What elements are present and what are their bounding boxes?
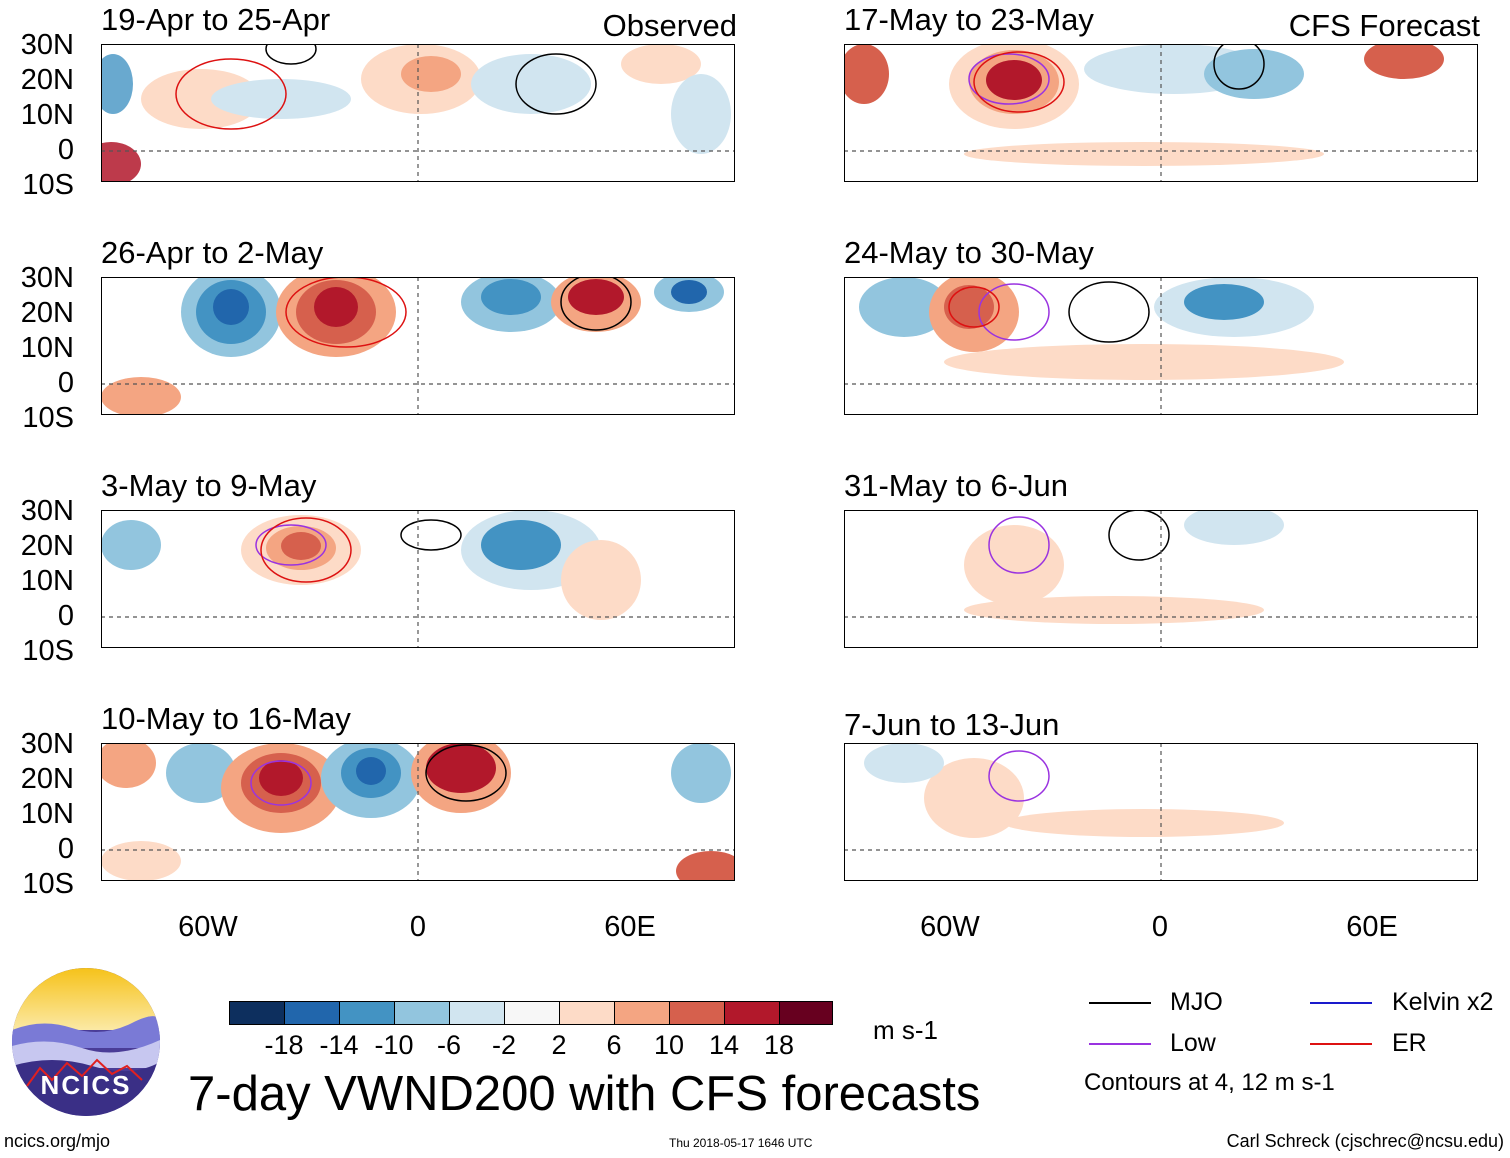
map-panel-6 <box>844 277 1478 415</box>
colorbar-label: -10 <box>374 1030 414 1060</box>
lat-label: 10N <box>20 99 74 131</box>
lat-label: 10N <box>20 332 74 364</box>
footer-url[interactable]: ncics.org/mjo <box>4 1131 111 1151</box>
lat-label: 30N <box>20 262 74 294</box>
colorbar-swatch <box>339 1001 395 1025</box>
legend-line-low <box>1089 1043 1151 1045</box>
panel-title-6: 24-May to 30-May <box>844 235 1094 270</box>
lon-label: 60W <box>920 911 980 943</box>
lat-label: 0 <box>57 134 74 166</box>
legend-line-kelvin <box>1310 1002 1372 1004</box>
panel-title-4: 10-May to 16-May <box>101 701 351 736</box>
colorbar-label: 2 <box>551 1030 567 1060</box>
map-panel-3 <box>101 510 735 648</box>
panel-title-2: 26-Apr to 2-May <box>101 235 324 270</box>
lat-label: 30N <box>20 29 74 61</box>
forecast-label: CFS Forecast <box>1288 8 1480 43</box>
colorbar-label: 14 <box>708 1030 740 1060</box>
colorbar-swatch <box>724 1001 780 1025</box>
colorbar-swatch <box>229 1001 285 1025</box>
map-panel-4 <box>101 743 735 881</box>
lon-label: 0 <box>1151 911 1169 943</box>
panel-title-1: 19-Apr to 25-Apr <box>101 2 331 37</box>
legend-label-mjo: MJO <box>1170 988 1223 1016</box>
map-panel-2 <box>101 277 735 415</box>
colorbar-label: 6 <box>606 1030 622 1060</box>
colorbar-label: -14 <box>319 1030 359 1060</box>
panel-title-5: 17-May to 23-May <box>844 2 1094 37</box>
lat-label: 10S <box>22 402 74 434</box>
lat-label: 30N <box>20 495 74 527</box>
lon-label: 60E <box>604 911 656 943</box>
colorbar-swatch <box>284 1001 340 1025</box>
panel-title-8: 7-Jun to 13-Jun <box>844 707 1060 742</box>
lat-label: 30N <box>20 728 74 760</box>
legend-label-kelvin: Kelvin x2 <box>1392 988 1494 1016</box>
lat-label: 10S <box>22 635 74 667</box>
legend-label-er: ER <box>1392 1029 1427 1057</box>
map-panel-5 <box>844 44 1478 182</box>
colorbar-swatch <box>559 1001 615 1025</box>
lat-label: 10N <box>20 565 74 597</box>
colorbar-swatch <box>614 1001 670 1025</box>
colorbar-label: -6 <box>436 1030 461 1060</box>
main-title: 7-day VWND200 with CFS forecasts <box>188 1067 981 1121</box>
panel-title-3: 3-May to 9-May <box>101 468 317 503</box>
lat-label: 0 <box>57 833 74 865</box>
observed-label: Observed <box>602 8 737 43</box>
lat-label: 0 <box>57 600 74 632</box>
map-panel-7 <box>844 510 1478 648</box>
map-panel-1 <box>101 44 735 182</box>
colorbar-label: -2 <box>491 1030 516 1060</box>
colorbar-label: 18 <box>763 1030 795 1060</box>
lat-label: 20N <box>20 530 74 562</box>
footer-author: Carl Schreck (cjschrec@ncsu.edu) <box>1226 1131 1504 1151</box>
colorbar-units: m s-1 <box>873 1015 938 1045</box>
contour-note: Contours at 4, 12 m s-1 <box>1084 1069 1335 1096</box>
ncics-logo: NCICS <box>12 968 160 1116</box>
legend-line-er <box>1310 1043 1372 1045</box>
footer-timestamp: Thu 2018-05-17 1646 UTC <box>669 1136 813 1150</box>
lat-label: 20N <box>20 763 74 795</box>
map-panel-8 <box>844 743 1478 881</box>
lat-label: 10N <box>20 798 74 830</box>
legend-label-low: Low <box>1170 1029 1216 1057</box>
colorbar-swatch <box>779 1001 833 1025</box>
colorbar-swatch <box>504 1001 560 1025</box>
lat-label: 10S <box>22 868 74 900</box>
colorbar-swatch <box>669 1001 725 1025</box>
lat-label: 10S <box>22 169 74 201</box>
colorbar-label: -18 <box>264 1030 304 1060</box>
panel-title-7: 31-May to 6-Jun <box>844 468 1068 503</box>
lon-label: 0 <box>409 911 427 943</box>
lat-label: 20N <box>20 297 74 329</box>
legend-line-mjo <box>1089 1002 1151 1004</box>
lat-label: 20N <box>20 64 74 96</box>
lat-label: 0 <box>57 367 74 399</box>
colorbar-swatch <box>449 1001 505 1025</box>
lon-label: 60E <box>1346 911 1398 943</box>
colorbar-swatch <box>394 1001 450 1025</box>
lon-label: 60W <box>178 911 238 943</box>
logo-text: NCICS <box>40 1070 132 1100</box>
colorbar-label: 10 <box>653 1030 685 1060</box>
